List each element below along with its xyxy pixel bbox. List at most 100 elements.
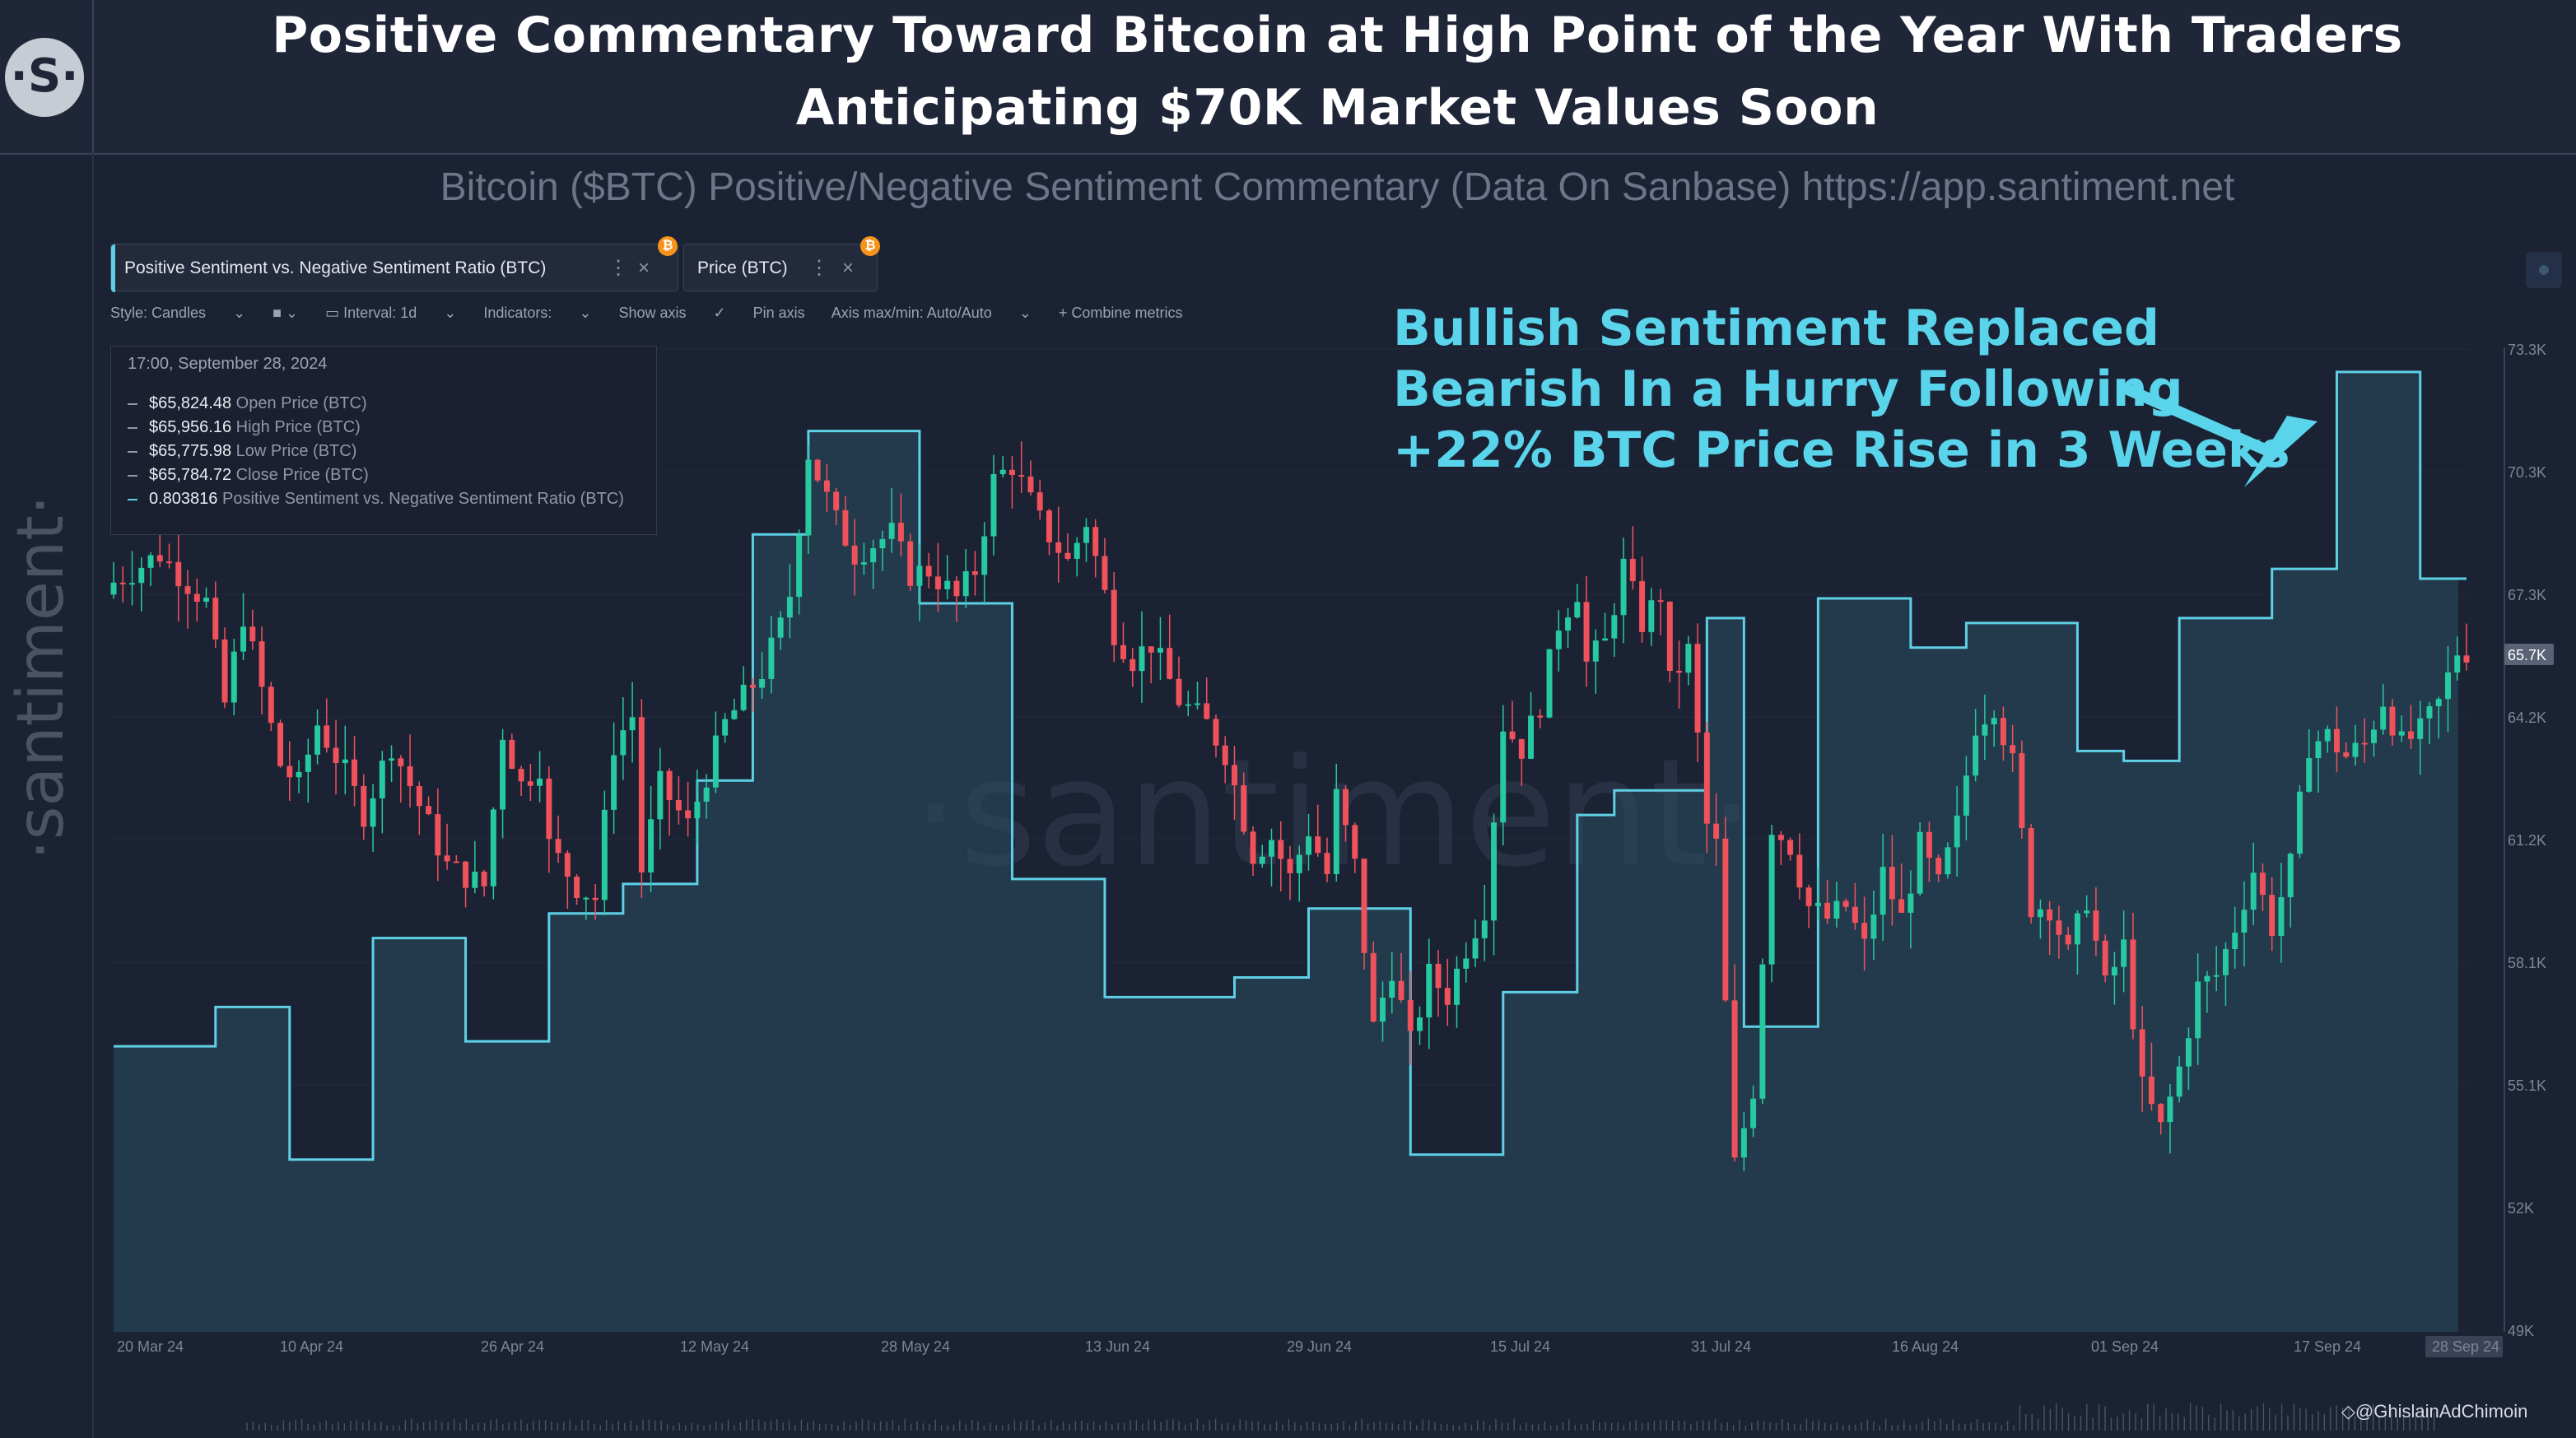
candle-body [1592,640,1599,662]
candle-body [1880,867,1886,915]
candle-body [1973,735,1979,776]
candle-body [2102,940,2108,976]
settings-button[interactable] [2526,252,2562,288]
candle-body [1472,938,1479,959]
more-icon[interactable]: ⋮ [809,257,829,279]
show-axis-toggle[interactable]: Show axis ✓ [618,305,726,321]
candle-body [268,686,274,724]
candle-body [1036,492,1043,511]
x-tick-label: 26 Apr 24 [481,1338,544,1355]
x-tick-label: 16 Aug 24 [1892,1338,1959,1355]
candle-body [2158,1104,2164,1123]
candle-body [453,861,459,863]
bitcoin-icon: ₿ [658,236,678,256]
candle-body [2463,655,2470,663]
candle-body [1685,644,1692,673]
candle-body [675,800,682,811]
candle-body [1555,631,1562,649]
x-tick-label: 20 Mar 24 [117,1338,184,1355]
indicators-select[interactable]: Indicators: ⌄ [483,305,592,321]
candle-body [1380,998,1386,1022]
candle-body [907,541,914,586]
candle-body [221,639,228,703]
candle-body [620,730,627,756]
candle-body [2343,752,2350,757]
candle-body [2454,655,2461,672]
annotation-line-2: Bearish In a Hurry Following [1393,361,2183,418]
interval-select[interactable]: ▭ Interval: 1d ⌄ [325,305,457,321]
candle-body [731,710,738,719]
candle-body [583,897,589,900]
candle-body [1157,648,1163,653]
candle-body [110,582,117,595]
close-icon[interactable]: × [842,257,855,279]
candle-body [897,523,904,542]
candle-body [1805,887,1812,906]
candle-body [1259,856,1265,864]
candle-body [648,819,654,873]
candle-body [1917,831,1923,894]
tab-price[interactable]: Price (BTC) ⋮ × ₿ [683,236,880,291]
candle-body [1509,731,1516,740]
candle-body [2241,910,2248,933]
x-tick-label: 31 Jul 24 [1691,1338,1751,1355]
candle-body [1148,646,1154,653]
combine-metrics-button[interactable]: + Combine metrics [1058,305,1183,321]
candle-body [342,759,348,764]
candle-body [1176,678,1182,705]
candle-body [1009,469,1015,476]
sentiment-fill [114,371,2467,1332]
candle-body [685,810,692,819]
candle-body [193,593,200,602]
y-tick-label: 73.3K [2508,342,2546,358]
x-tick-label: 15 Jul 24 [1490,1338,1550,1355]
candle-body [934,576,941,589]
style-select[interactable]: Style: Candles ⌄ [110,305,246,321]
tooltip-row-sentiment: 0.803816 Positive Sentiment vs. Negative… [128,490,624,509]
candle-body [823,480,830,492]
author-credit: ◇@GhislainAdChimoin [2341,1401,2528,1422]
candle-body [666,770,673,801]
close-icon[interactable]: × [638,257,650,279]
candle-body [971,571,978,575]
candle-body [1269,840,1274,857]
header-bar: ·S· Positive Commentary Toward Bitcoin a… [0,0,2576,155]
candle-body [1703,732,1710,824]
candle-body [379,761,385,798]
candle-body [1713,823,1720,839]
axis-maxmin-select[interactable]: Axis max/min: Auto/Auto ⌄ [831,305,1032,321]
candle-body [953,580,960,597]
annotation-arrow [2120,383,2317,487]
candle-body [1898,899,1905,913]
candle-body [1343,789,1349,826]
tab-sentiment-ratio[interactable]: Positive Sentiment vs. Negative Sentimen… [110,236,678,292]
candle-body [147,555,154,568]
candle-body [1852,906,1858,924]
candle-body [2398,731,2405,736]
candle-body [2269,895,2276,937]
candle-body [2167,1096,2173,1123]
annotation-arrow-head [2244,416,2317,487]
tab-accent [111,244,115,292]
candle-body [2389,706,2396,736]
candle-body [2130,939,2136,1030]
candle-body [1768,835,1775,965]
x-current-tag [2425,1336,2503,1357]
color-select[interactable]: ■ ⌄ [273,305,299,321]
candle-body [1130,659,1136,672]
candle-body [231,651,237,703]
candle-body [1232,765,1237,786]
candle-body [990,474,997,537]
candle-body [240,626,247,652]
candle-body [129,583,135,585]
candle-body [2361,742,2368,745]
candle-body [860,562,867,565]
candle-body [1241,785,1247,832]
candle-body [1083,527,1089,543]
candle-body [759,678,766,688]
candle-body [749,684,756,688]
more-icon[interactable]: ⋮ [608,257,628,279]
candle-body [870,548,877,563]
candle-body [361,785,367,827]
pin-axis-toggle[interactable]: Pin axis [752,305,805,321]
